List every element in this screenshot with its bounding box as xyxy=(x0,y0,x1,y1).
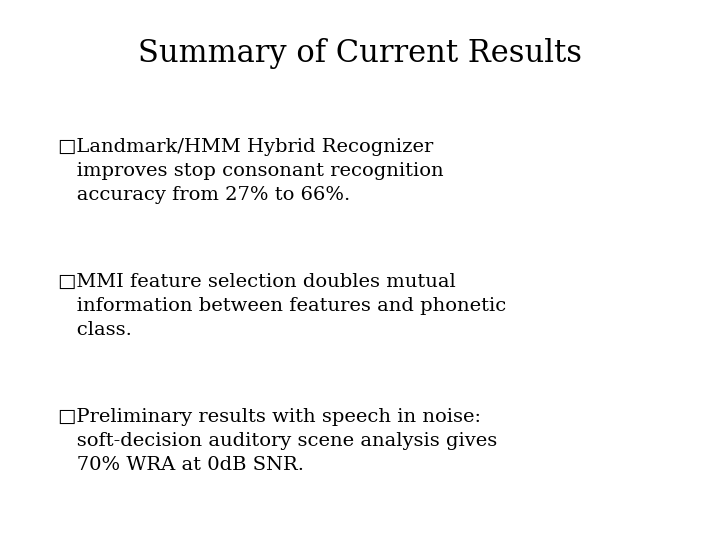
Text: □MMI feature selection doubles mutual
   information between features and phonet: □MMI feature selection doubles mutual in… xyxy=(58,273,506,339)
Text: □Preliminary results with speech in noise:
   soft-decision auditory scene analy: □Preliminary results with speech in nois… xyxy=(58,408,497,474)
Text: Summary of Current Results: Summary of Current Results xyxy=(138,38,582,69)
Text: □Landmark/HMM Hybrid Recognizer
   improves stop consonant recognition
   accura: □Landmark/HMM Hybrid Recognizer improves… xyxy=(58,138,444,204)
